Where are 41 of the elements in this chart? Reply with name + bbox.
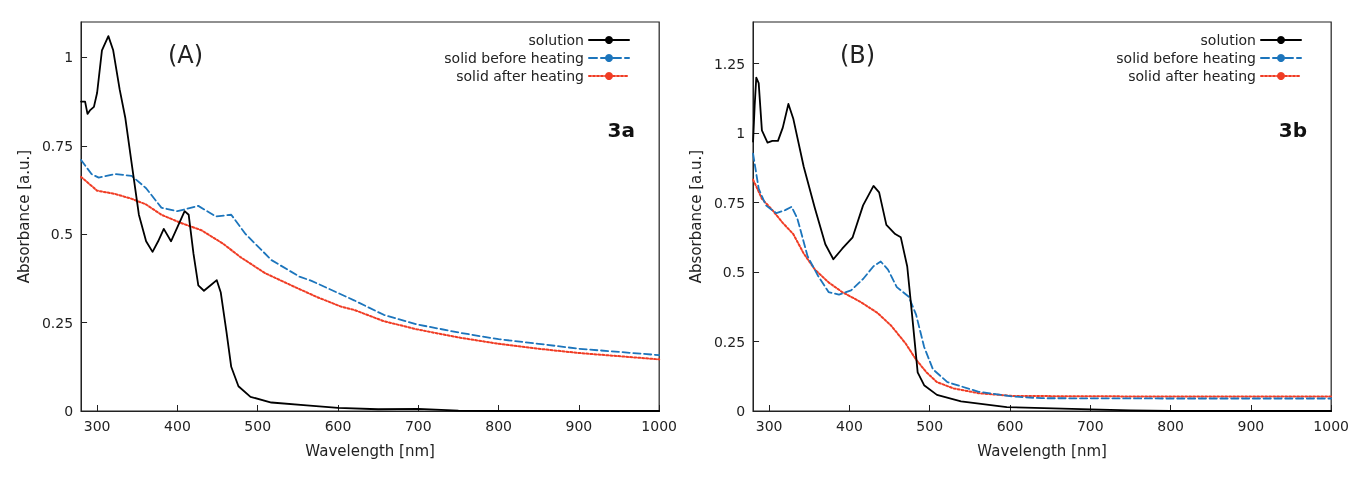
- y-tick-label: 0.75: [41, 137, 74, 154]
- legend-label: solution: [1200, 32, 1256, 48]
- y-tick-label: 0: [64, 403, 74, 419]
- y-axis-title: Absorbance [a.u.]: [14, 149, 33, 284]
- text: (B): [840, 41, 876, 69]
- legend-label: solid before heating: [444, 50, 584, 66]
- x-tick-label: 900: [565, 418, 593, 434]
- x-axis-title: Wavelength [nm]: [977, 441, 1107, 460]
- x-tick-label: 600: [324, 418, 352, 434]
- y-tick-label: 0.75: [713, 194, 746, 211]
- legend-label: solid after heating: [1128, 68, 1256, 84]
- legend-label: solid after heating: [456, 68, 584, 84]
- text: (A): [168, 41, 204, 69]
- y-tick-label: 0.5: [722, 264, 746, 281]
- legend-label: solution: [528, 32, 584, 48]
- y-tick-label: 1: [736, 125, 746, 142]
- x-tick-label: 1000: [1313, 418, 1350, 434]
- x-tick-label: 800: [485, 418, 512, 434]
- x-tick-label: 1000: [641, 418, 678, 434]
- x-tick-label: 600: [996, 418, 1024, 434]
- x-tick-label: 500: [916, 418, 944, 434]
- y-axis-title: Absorbance [a.u.]: [686, 149, 705, 284]
- x-tick-label: 300: [755, 418, 783, 434]
- x-tick-label: 700: [404, 418, 432, 434]
- x-tick-label: 500: [244, 418, 272, 434]
- x-tick-label: 400: [836, 418, 863, 434]
- x-tick-label: 400: [164, 418, 191, 434]
- x-tick-label: 800: [1157, 418, 1184, 434]
- y-tick-label: 0.5: [50, 226, 74, 243]
- annotation: 3b: [1278, 118, 1307, 142]
- y-tick-label: 0: [736, 403, 746, 419]
- x-tick-label: 900: [1237, 418, 1265, 434]
- y-tick-label: 0.25: [41, 314, 74, 331]
- y-tick-label: 1.25: [713, 55, 746, 72]
- legend-label: solid before heating: [1116, 50, 1256, 66]
- annotation: 3a: [607, 118, 636, 142]
- x-axis-title: Wavelength [nm]: [305, 441, 435, 460]
- x-tick-label: 300: [83, 418, 111, 434]
- x-tick-label: 700: [1076, 418, 1104, 434]
- y-tick-label: 1: [64, 49, 74, 66]
- y-tick-label: 0.25: [713, 333, 746, 350]
